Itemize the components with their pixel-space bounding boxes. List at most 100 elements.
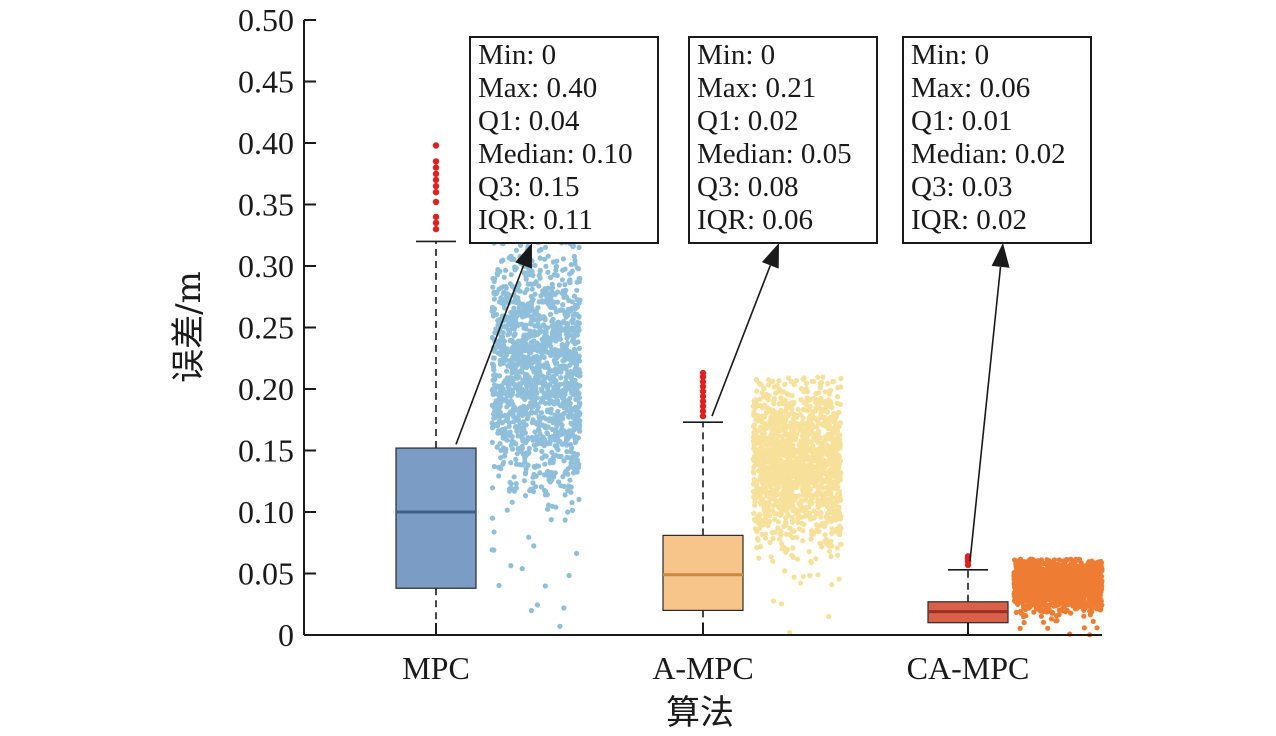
outlier-point bbox=[432, 164, 440, 171]
data-point bbox=[756, 402, 762, 408]
data-point bbox=[548, 344, 554, 350]
data-point bbox=[791, 496, 797, 502]
data-point bbox=[495, 350, 501, 356]
data-point bbox=[1054, 567, 1060, 573]
data-point bbox=[508, 272, 514, 278]
data-point bbox=[815, 418, 821, 424]
data-point bbox=[1096, 594, 1102, 600]
data-point bbox=[837, 420, 843, 426]
annotation-arrow bbox=[455, 265, 525, 445]
y-tick-label: 0.45 bbox=[238, 64, 294, 100]
data-point bbox=[502, 449, 508, 455]
data-point bbox=[1053, 613, 1060, 619]
data-point bbox=[536, 248, 543, 254]
data-point bbox=[514, 362, 520, 368]
data-point bbox=[773, 500, 780, 507]
data-point bbox=[526, 534, 532, 540]
data-point bbox=[519, 369, 525, 375]
data-point bbox=[771, 496, 777, 502]
data-point bbox=[756, 491, 762, 498]
data-point bbox=[750, 403, 756, 409]
data-point bbox=[1089, 583, 1095, 589]
data-point bbox=[1054, 618, 1060, 624]
data-point bbox=[1088, 603, 1094, 609]
data-point bbox=[514, 309, 520, 315]
data-point bbox=[790, 442, 796, 448]
data-point bbox=[807, 404, 813, 410]
data-point bbox=[1093, 571, 1100, 577]
data-point bbox=[544, 424, 550, 430]
data-point bbox=[1059, 576, 1065, 582]
data-point bbox=[750, 438, 757, 444]
data-point bbox=[762, 518, 769, 524]
data-point bbox=[570, 426, 577, 432]
data-point bbox=[493, 372, 499, 378]
data-point bbox=[550, 433, 556, 440]
data-point bbox=[1033, 603, 1039, 610]
data-point bbox=[789, 479, 795, 485]
data-point bbox=[526, 445, 532, 452]
data-point bbox=[836, 488, 842, 494]
data-point bbox=[1029, 580, 1035, 586]
data-point bbox=[818, 445, 824, 451]
data-point bbox=[815, 429, 821, 435]
data-point bbox=[771, 598, 777, 604]
data-point bbox=[816, 398, 822, 404]
data-point bbox=[539, 354, 545, 360]
data-point bbox=[781, 389, 787, 395]
data-point bbox=[835, 465, 842, 471]
data-point bbox=[795, 556, 801, 562]
data-point bbox=[831, 469, 837, 475]
data-point bbox=[545, 473, 552, 479]
y-tick-label: 0.20 bbox=[238, 371, 294, 407]
data-point bbox=[1041, 576, 1047, 582]
data-point bbox=[517, 301, 524, 307]
data-point bbox=[784, 405, 790, 411]
data-point bbox=[825, 476, 831, 482]
data-point bbox=[760, 394, 767, 400]
data-point bbox=[544, 431, 551, 437]
data-point bbox=[547, 399, 553, 405]
data-point bbox=[833, 414, 840, 420]
data-point bbox=[1040, 582, 1046, 588]
data-point bbox=[1035, 584, 1041, 591]
data-point bbox=[547, 303, 553, 309]
data-point bbox=[521, 426, 527, 432]
data-point bbox=[809, 500, 815, 506]
data-point bbox=[513, 456, 519, 462]
axes: 00.050.100.150.200.250.300.350.400.450.5… bbox=[238, 2, 1102, 686]
data-point bbox=[541, 298, 548, 304]
stats-line: Median: 0.05 bbox=[697, 138, 852, 170]
data-point bbox=[542, 461, 548, 467]
y-tick-label: 0.15 bbox=[238, 433, 294, 469]
data-point bbox=[491, 529, 497, 535]
data-point bbox=[808, 428, 815, 434]
data-point bbox=[538, 380, 544, 386]
data-point bbox=[1071, 560, 1077, 566]
data-point bbox=[500, 354, 506, 360]
data-point bbox=[770, 426, 777, 432]
data-point bbox=[1017, 566, 1024, 572]
data-point bbox=[569, 356, 575, 362]
data-point bbox=[798, 499, 805, 505]
data-point bbox=[802, 407, 808, 413]
data-point bbox=[535, 323, 541, 329]
data-point bbox=[835, 460, 841, 466]
data-point bbox=[561, 365, 567, 371]
data-point bbox=[522, 471, 529, 477]
outlier-point bbox=[432, 225, 440, 233]
data-point bbox=[834, 545, 840, 551]
x-tick-label: A-MPC bbox=[652, 650, 753, 686]
data-point bbox=[567, 429, 573, 435]
data-point bbox=[832, 474, 838, 480]
data-point bbox=[548, 393, 554, 399]
data-point bbox=[822, 532, 828, 538]
data-point bbox=[501, 380, 507, 386]
data-point bbox=[813, 391, 819, 397]
data-point bbox=[813, 408, 819, 414]
outlier-point bbox=[432, 219, 440, 227]
data-point bbox=[767, 479, 773, 485]
data-point bbox=[552, 393, 558, 399]
data-point bbox=[561, 381, 567, 387]
data-point bbox=[571, 350, 578, 356]
